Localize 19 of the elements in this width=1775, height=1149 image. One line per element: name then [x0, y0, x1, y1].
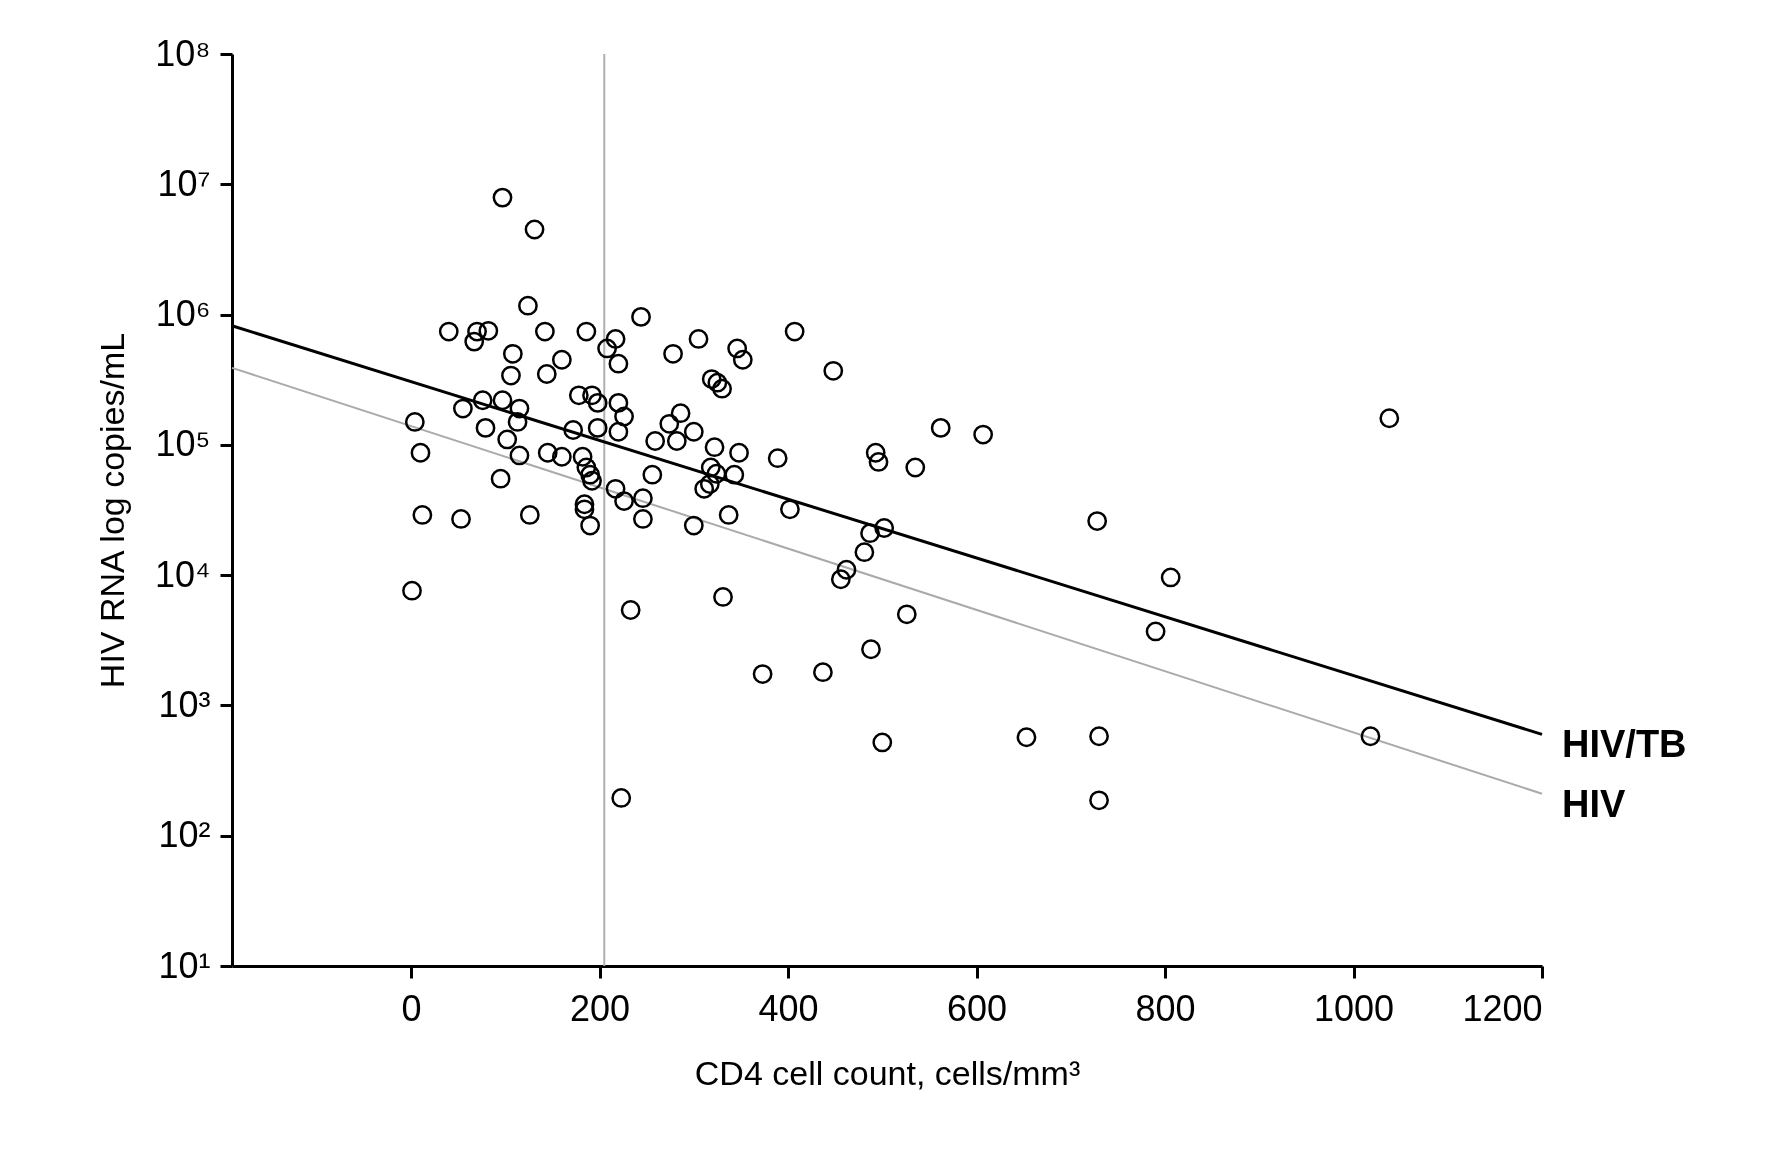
y-tick-label: 10⁶ [155, 293, 211, 335]
series-label: HIV/TB [1562, 723, 1687, 766]
x-tick-label: 0 [401, 987, 422, 1029]
y-tick-label: 10⁴ [154, 553, 211, 595]
series-label: HIV [1562, 782, 1626, 825]
y-tick-label: 10³ [158, 683, 211, 725]
x-tick-label: 800 [1135, 987, 1196, 1029]
x-tick-label: 400 [758, 987, 819, 1029]
y-axis-title: HIV RNA log copies/mL [92, 332, 131, 689]
x-axis-title: CD4 cell count, cells/mm³ [694, 1053, 1081, 1092]
y-tick-label: 10¹ [158, 944, 211, 986]
x-tick-label: 600 [946, 987, 1008, 1029]
x-tick-label: 1000 [1313, 987, 1395, 1029]
x-tick-label: 1200 [1462, 987, 1543, 1029]
y-tick-label: 10² [158, 814, 211, 856]
y-tick-label: 10⁵ [155, 423, 211, 465]
x-tick-label: 200 [570, 987, 631, 1029]
y-tick-label: 10⁷ [157, 162, 211, 204]
y-tick-label: 10⁸ [155, 32, 211, 74]
